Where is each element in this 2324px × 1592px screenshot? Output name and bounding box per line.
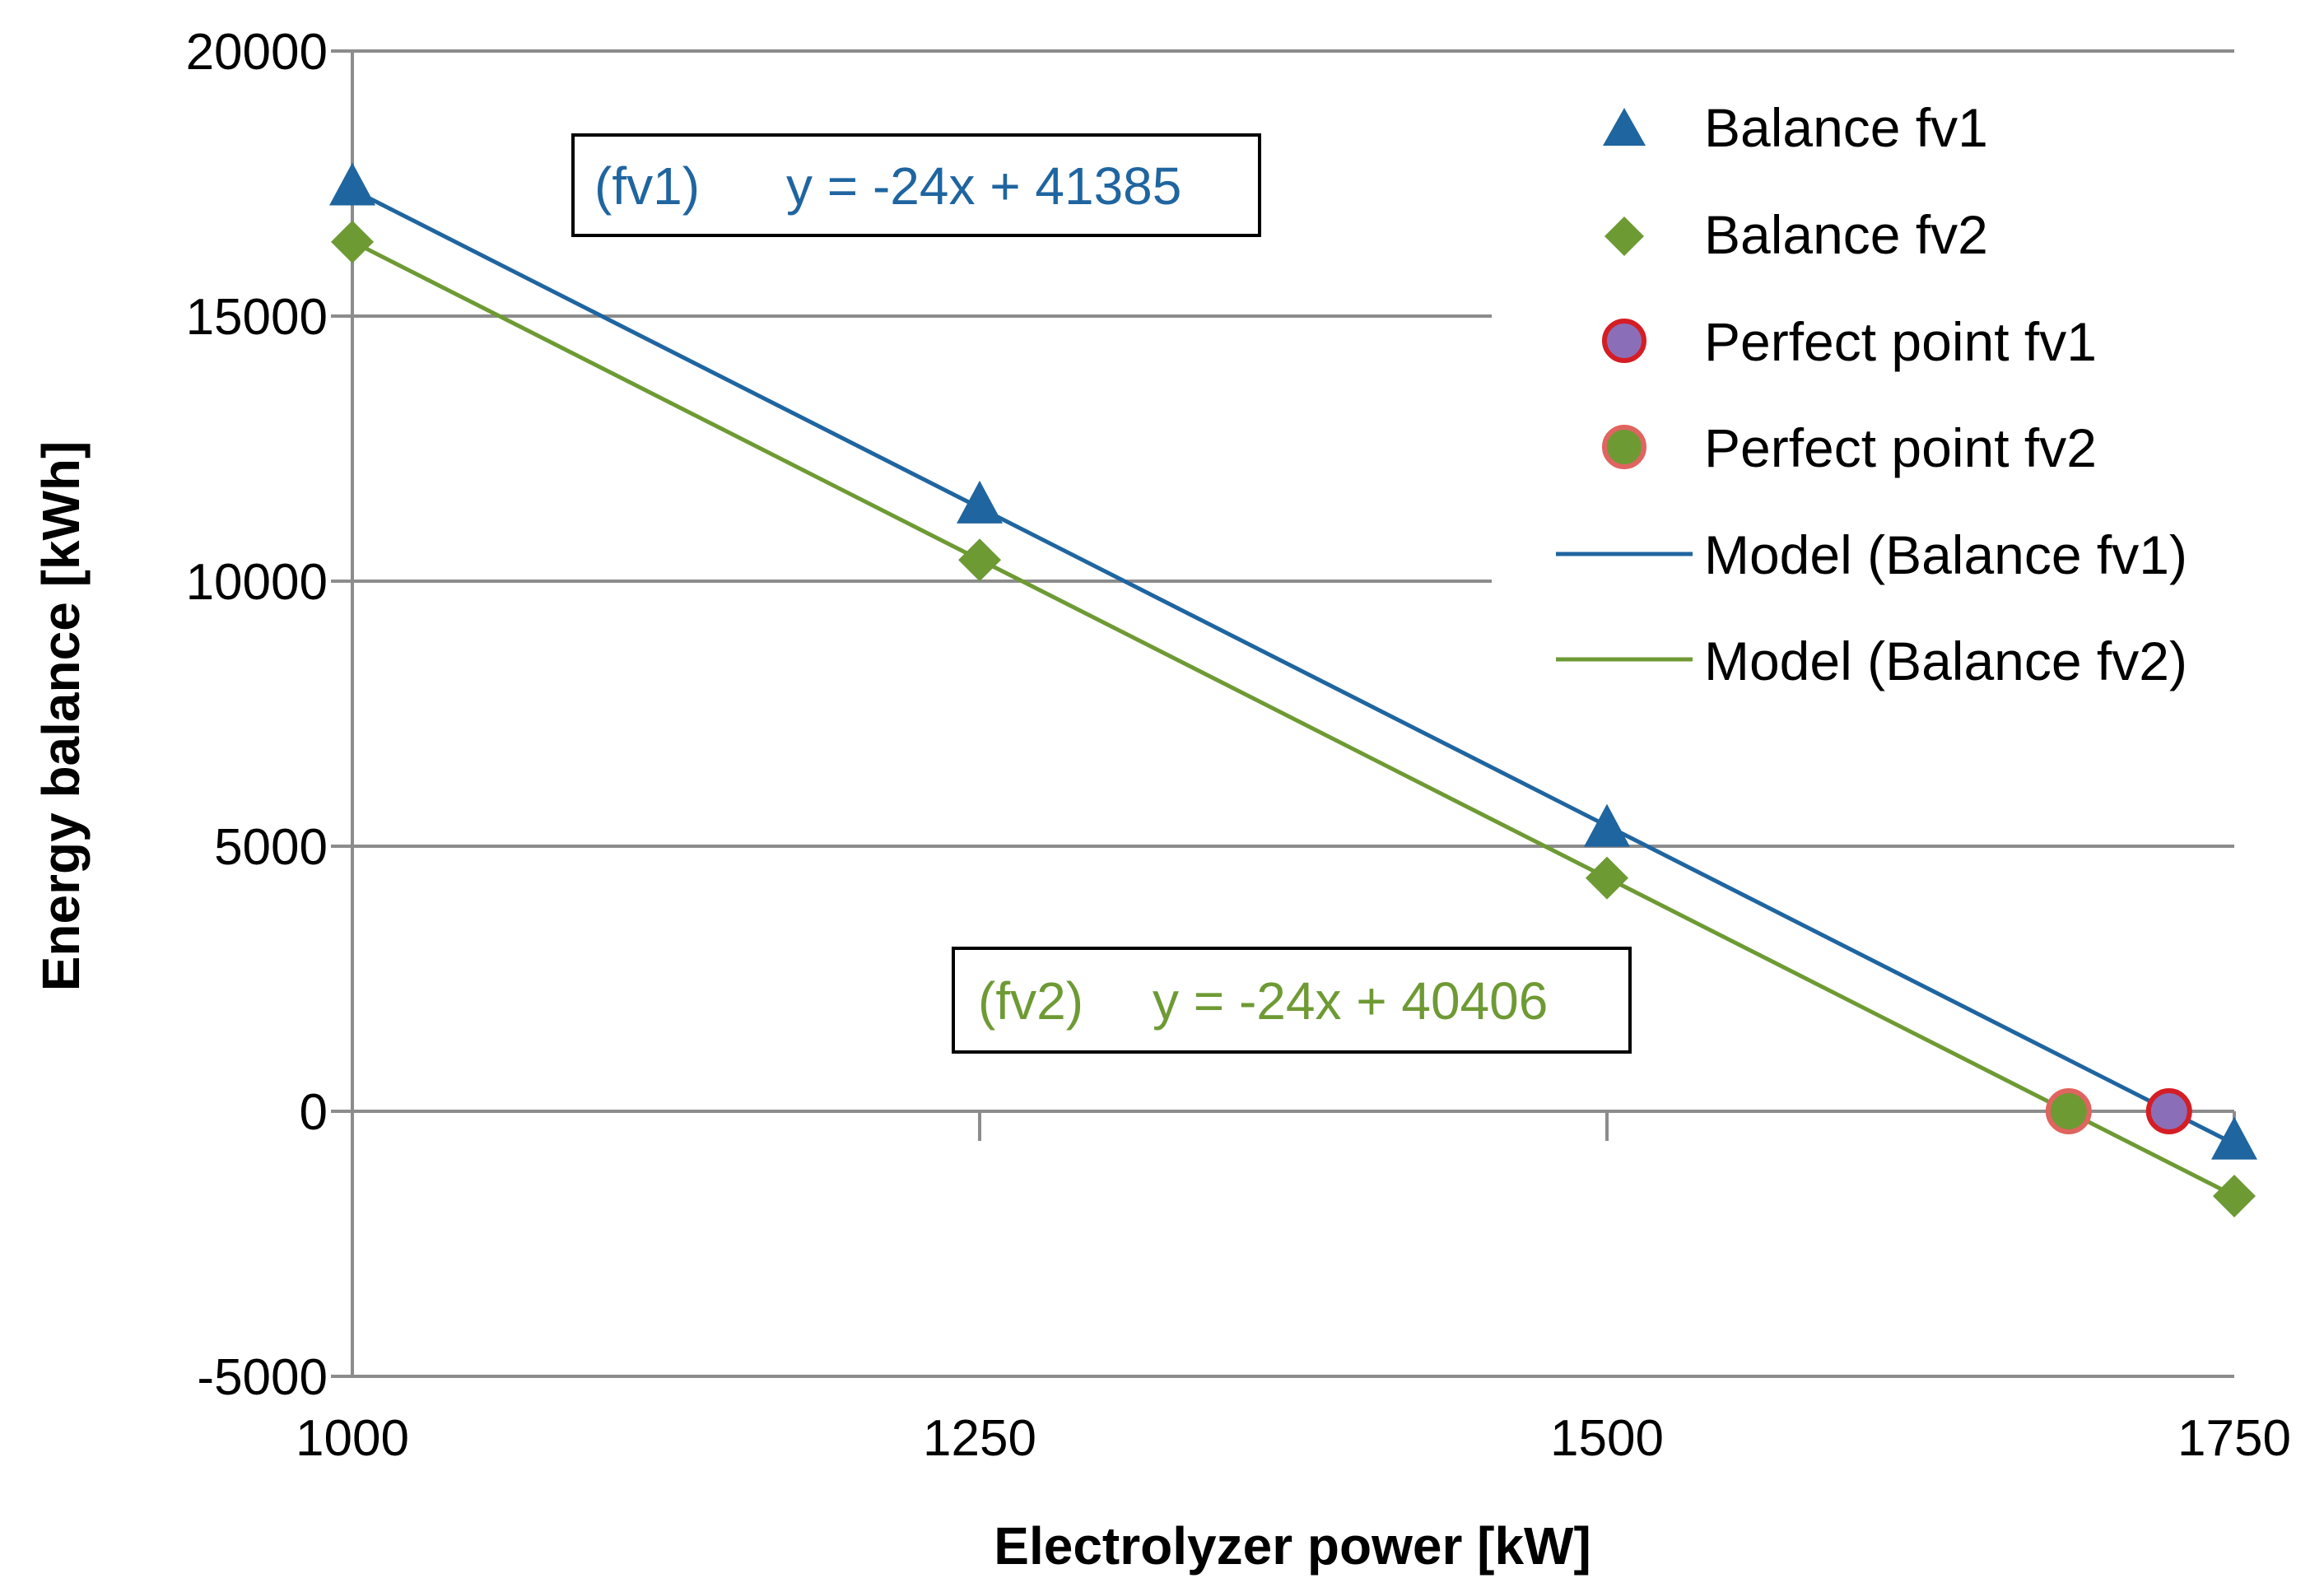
marker-balance-fv1-2 bbox=[1584, 803, 1630, 847]
data-markers bbox=[329, 162, 2257, 1218]
x-tick-label-1: 1250 bbox=[923, 1410, 1036, 1467]
equation-box-fv2: (fv2) y = -24x + 40406 bbox=[952, 947, 1632, 1054]
legend: Balance fv1 Balance fv2 Perfect point fv… bbox=[1492, 82, 2274, 708]
x-tick-label-3: 1750 bbox=[2177, 1410, 2291, 1467]
x-tick-label-2: 1500 bbox=[1550, 1410, 1664, 1467]
marker-perfect-point-fv1-0 bbox=[2145, 1088, 2192, 1134]
marker-balance-fv1-1 bbox=[957, 480, 1003, 524]
legend-label-perfect-fv1: Perfect point fv1 bbox=[1704, 311, 2097, 372]
legend-background bbox=[1492, 82, 2274, 708]
y-axis-title: Energy balance [kWh] bbox=[31, 441, 91, 992]
y-tick-label-3: 10000 bbox=[186, 554, 328, 611]
marker-balance-fv2-1 bbox=[958, 538, 1001, 582]
legend-label-balance-fv1: Balance fv1 bbox=[1704, 97, 1988, 158]
model-lines bbox=[351, 188, 2236, 1198]
axes bbox=[331, 49, 2236, 1378]
x-tick-label-0: 1000 bbox=[296, 1410, 409, 1467]
marker-balance-fv2-3 bbox=[2213, 1175, 2256, 1218]
model-line-2 bbox=[351, 240, 2236, 1198]
y-tick-label-0: -5000 bbox=[197, 1349, 328, 1406]
equation-box-fv1-frame bbox=[571, 133, 1261, 237]
equation-fv1-tag: (fv1) bbox=[594, 156, 700, 216]
marker-balance-fv2-0 bbox=[331, 220, 374, 263]
equation-box-fv1: (fv1) y = -24x + 41385 bbox=[571, 133, 1261, 237]
legend-marker-balance-fv1 bbox=[1603, 108, 1646, 146]
equation-fv2-tag: (fv2) bbox=[978, 971, 1083, 1031]
y-tick-label-5: 20000 bbox=[186, 24, 328, 81]
marker-balance-fv1-3 bbox=[2211, 1116, 2257, 1160]
legend-marker-balance-fv2 bbox=[1604, 216, 1644, 256]
marker-perfect-point-fv2-0 bbox=[2045, 1088, 2092, 1134]
legend-label-perfect-fv2: Perfect point fv2 bbox=[1704, 417, 2097, 478]
y-tick-label-1: 0 bbox=[300, 1084, 328, 1141]
legend-marker-perfect-fv1 bbox=[1602, 319, 1646, 363]
legend-label-model-fv1: Model (Balance fv1) bbox=[1704, 524, 2187, 585]
marker-balance-fv1-0 bbox=[329, 162, 375, 206]
marker-balance-fv2-2 bbox=[1586, 856, 1628, 900]
legend-label-model-fv2: Model (Balance fv2) bbox=[1704, 631, 2187, 691]
equation-fv1-formula: y = -24x + 41385 bbox=[786, 156, 1181, 216]
x-axis-title: Electrolyzer power [kW] bbox=[994, 1516, 1591, 1576]
legend-label-balance-fv2: Balance fv2 bbox=[1704, 204, 1988, 265]
y-tick-label-2: 5000 bbox=[214, 819, 328, 876]
tick-labels: -5000 0 5000 10000 15000 20000 1000 1250 1500 175… bbox=[186, 24, 2291, 1467]
equation-box-fv2-frame bbox=[952, 947, 1632, 1054]
model-line-1 bbox=[351, 188, 2236, 1146]
legend-marker-perfect-fv2 bbox=[1602, 425, 1646, 469]
equation-fv2-formula: y = -24x + 40406 bbox=[1153, 971, 1548, 1031]
y-tick-label-4: 15000 bbox=[186, 289, 328, 346]
